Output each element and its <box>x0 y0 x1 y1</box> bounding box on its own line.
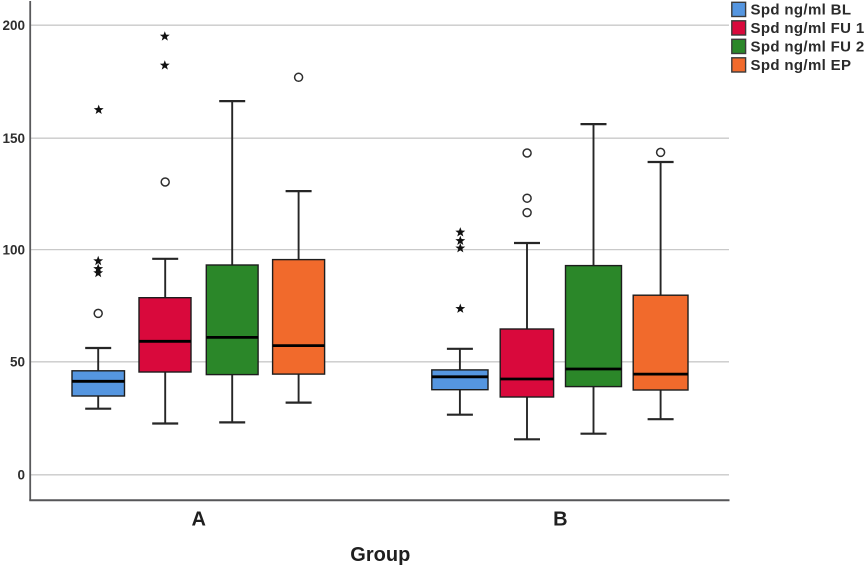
svg-text:Spd ng/ml FU 2: Spd ng/ml FU 2 <box>751 39 865 56</box>
svg-text:Group: Group <box>350 544 410 566</box>
svg-text:A: A <box>191 509 205 531</box>
svg-text:100: 100 <box>2 242 25 257</box>
svg-text:200: 200 <box>2 18 25 33</box>
svg-text:0: 0 <box>17 468 25 483</box>
svg-text:50: 50 <box>10 355 25 370</box>
svg-text:Spd ng/ml EP: Spd ng/ml EP <box>751 57 852 74</box>
svg-text:150: 150 <box>2 131 25 146</box>
svg-text:Spd ng/ml FU 1: Spd ng/ml FU 1 <box>751 20 865 37</box>
svg-text:B: B <box>553 509 567 531</box>
svg-text:Spd ng/ml BL: Spd ng/ml BL <box>751 2 852 19</box>
